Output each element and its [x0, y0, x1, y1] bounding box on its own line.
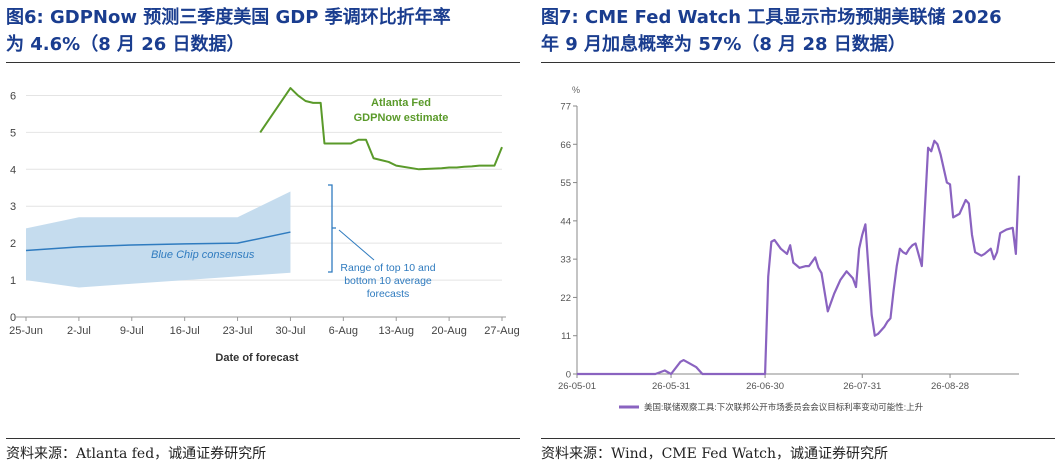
- fedwatch-series: [577, 139, 1021, 376]
- fedwatch-y-tick-label: 0: [566, 370, 571, 381]
- fedwatch-y-tick-label: 66: [560, 140, 571, 151]
- range-annotation-text: Range of top 10 and bottom 10 average fo…: [340, 262, 436, 300]
- gdpnow-y-tick-label: 5: [10, 127, 16, 139]
- gdpnow-y-tick-label: 6: [10, 90, 16, 102]
- gdpnow-x-tick-label: 20-Aug: [431, 325, 466, 337]
- gdpnow-x-tick-label: 13-Aug: [378, 325, 413, 337]
- gdpnow-x-tick-label: 27-Aug: [484, 325, 519, 337]
- fedwatch-x-tick-label: 26-05-01: [558, 381, 596, 392]
- figure-7-bottom-rule: [541, 438, 1055, 439]
- fedwatch-x-tick-label: 26-05-31: [652, 381, 690, 392]
- gdpnow-x-tick-label: 6-Aug: [329, 325, 358, 337]
- gdpnow-label-line2: GDPNow estimate: [354, 112, 449, 124]
- gdpnow-x-tick-label: 30-Jul: [275, 325, 305, 337]
- figure-6-title: 图6: GDPNow 预测三季度美国 GDP 季调环比折年率 为 4.6%（8 …: [6, 4, 520, 58]
- gdpnow-y-tick-label: 3: [10, 201, 16, 213]
- gdpnow-chart: 0 1 2 3 4 5 6 25-Jun 2-Jul 9-Jul 16-Jul 23-Jul 30-J…: [9, 87, 520, 364]
- gdpnow-y-ticks: 0 1 2 3 4 5 6: [10, 90, 16, 324]
- fedwatch-y-tick-label: 77: [560, 102, 571, 113]
- figure-7-source: 资料来源：Wind，CME Fed Watch，诚通证券研究所: [541, 446, 888, 462]
- forecast-range-band: [26, 191, 291, 288]
- blue-chip-label-italic: Blue Chip consensus: [151, 249, 255, 261]
- gdpnow-x-tick-label: 16-Jul: [170, 325, 200, 337]
- range-bracket: [328, 184, 375, 273]
- figure-6-title-line1: 图6: GDPNow 预测三季度美国 GDP 季调环比折年率: [6, 7, 451, 28]
- gdpnow-y-tick-label: 1: [10, 275, 16, 287]
- gdpnow-series: [25, 87, 503, 252]
- blue-chip-label: Blue Chip consensus: [151, 249, 255, 261]
- fedwatch-y-tick-label: 11: [561, 331, 571, 342]
- figure-6-panel: 图6: GDPNow 预测三季度美国 GDP 季调环比折年率 为 4.6%（8 …: [6, 0, 520, 469]
- fedwatch-chart: % 0 11 22 33 44 55 66 77 26-05-01 26-05-31 26-06-…: [558, 85, 1021, 412]
- fedwatch-x-tick-label: 26-07-31: [843, 381, 881, 392]
- fedwatch-y-tick-label: 55: [560, 178, 571, 189]
- range-bracket-shape: [328, 184, 336, 273]
- fedwatch-y-tick-label: 33: [560, 255, 571, 266]
- figure-7-title: 图7: CME Fed Watch 工具显示市场预期美联储 2026 年 9 月…: [541, 4, 1055, 58]
- gdpnow-x-tick-label: 23-Jul: [223, 325, 253, 337]
- gdpnow-x-ticks: 25-Jun 2-Jul 9-Jul 16-Jul 23-Jul 30-Jul 6-Aug 1…: [9, 317, 520, 337]
- fedwatch-legend: 美国:联储观察工具:下次联邦公开市场委员会会议目标利率变动可能性:上升: [619, 402, 924, 412]
- gdpnow-x-tick-label: 9-Jul: [120, 325, 144, 337]
- gdpnow-estimate-line: [259, 87, 503, 171]
- figure-7-panel: 图7: CME Fed Watch 工具显示市场预期美联储 2026 年 9 月…: [541, 0, 1055, 469]
- figure-7-title-line2: 年 9 月加息概率为 57%（8 月 28 日数据）: [541, 34, 906, 55]
- fedwatch-legend-label: 美国:联储观察工具:下次联邦公开市场委员会会议目标利率变动可能性:上升: [644, 402, 924, 412]
- figure-6-bottom-rule: [6, 438, 520, 439]
- fedwatch-y-ticks: 0 11 22 33 44 55 66 77: [560, 102, 577, 381]
- fedwatch-y-tick-label: 22: [560, 293, 571, 304]
- gdpnow-x-axis-title: Date of forecast: [215, 352, 298, 364]
- gdpnow-y-tick-label: 4: [10, 164, 16, 176]
- figure-6-title-line2: 为 4.6%（8 月 26 日数据）: [6, 34, 245, 55]
- rate-hike-probability-line: [577, 139, 1021, 376]
- figure-6-top-rule: [6, 62, 520, 63]
- blue-chip-consensus-line: [25, 231, 291, 252]
- figure-6-source: 资料来源：Atlanta fed，诚通证券研究所: [6, 446, 267, 462]
- fedwatch-x-ticks: 26-05-01 26-05-31 26-06-30 26-07-31 26-08-28: [558, 374, 969, 392]
- figure-7-title-line1: 图7: CME Fed Watch 工具显示市场预期美联储 2026: [541, 7, 1002, 28]
- gdpnow-x-tick-label: 2-Jul: [67, 325, 91, 337]
- gdpnow-x-tick-label: 25-Jun: [9, 325, 43, 337]
- fedwatch-x-tick-label: 26-08-28: [931, 381, 969, 392]
- gdpnow-y-tick-label: 0: [10, 312, 16, 324]
- fedwatch-y-unit: %: [572, 85, 580, 95]
- gdpnow-y-tick-label: 2: [10, 238, 16, 250]
- figure-7-top-rule: [541, 62, 1055, 63]
- range-annotation: Range of top 10 and bottom 10 average fo…: [340, 262, 436, 300]
- gdpnow-label-line1: Atlanta Fed: [371, 97, 431, 109]
- range-annotation-pointer: [338, 229, 375, 261]
- fedwatch-x-tick-label: 26-06-30: [746, 381, 784, 392]
- fedwatch-y-tick-label: 44: [560, 216, 571, 227]
